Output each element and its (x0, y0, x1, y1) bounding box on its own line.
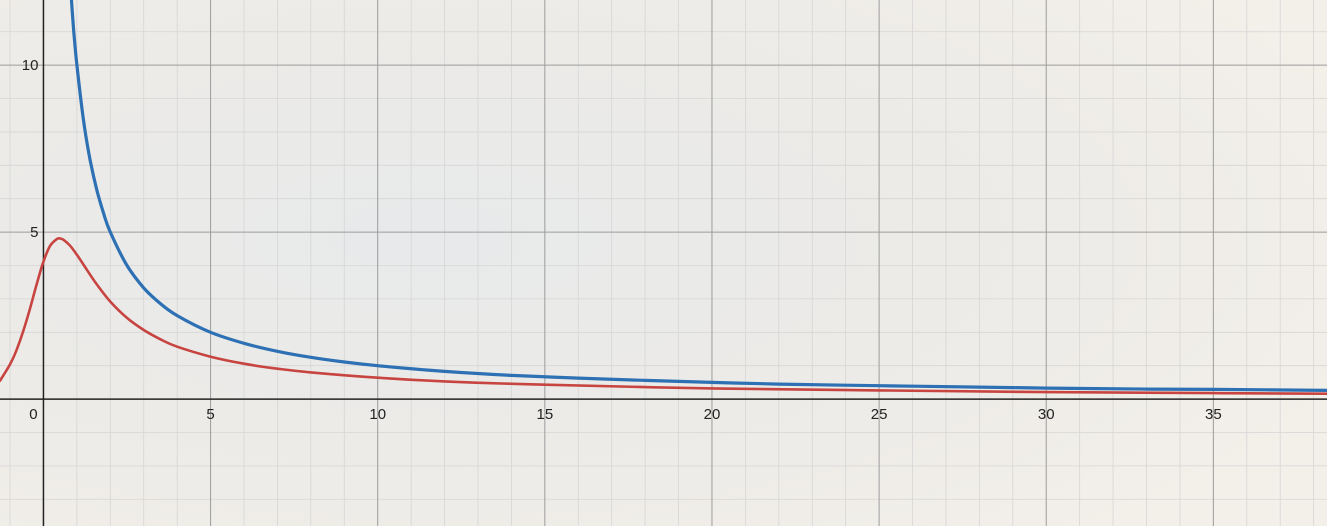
x-tick-label: 10 (369, 406, 386, 423)
y-tick-label: 10 (22, 57, 39, 74)
x-tick-label: 35 (1205, 406, 1222, 423)
x-tick-label: 15 (536, 406, 553, 423)
y-tick-label: 5 (30, 224, 38, 241)
curve-series-1[interactable] (69, 0, 1327, 392)
x-tick-label: 30 (1038, 406, 1055, 423)
curve-series-2[interactable] (0, 236, 1327, 395)
curves (0, 0, 1327, 395)
tick-labels: 0 5 10 15 20 25 30 35 5 10 (22, 57, 1222, 423)
x-tick-label: 5 (206, 406, 214, 423)
x-tick-label: 0 (29, 406, 37, 423)
x-tick-label: 25 (871, 406, 888, 423)
x-tick-label: 20 (704, 406, 721, 423)
